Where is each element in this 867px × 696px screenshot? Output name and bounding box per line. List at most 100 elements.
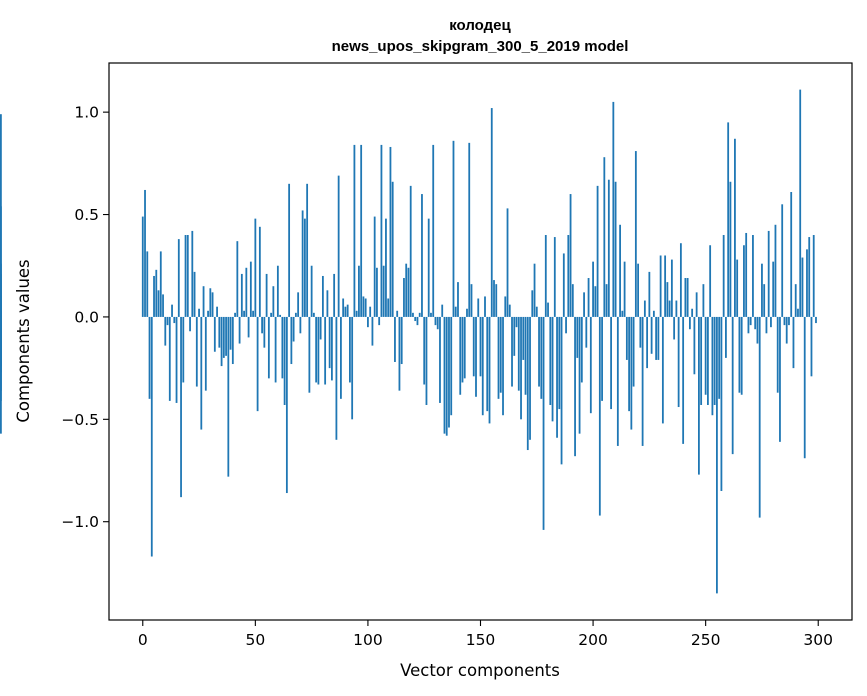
bar — [168, 316, 171, 401]
bar — [754, 316, 757, 330]
chart-title: колодец — [449, 17, 511, 34]
bar — [743, 245, 745, 317]
bar — [319, 316, 322, 340]
bar — [416, 316, 419, 326]
bar — [166, 316, 169, 326]
bar — [504, 296, 507, 317]
bar — [511, 316, 513, 387]
bar — [265, 273, 268, 317]
bar — [806, 249, 808, 317]
bar — [558, 316, 561, 410]
bar — [349, 316, 351, 383]
bar — [722, 235, 725, 317]
bar — [763, 284, 766, 317]
bar — [659, 255, 662, 317]
bar — [569, 194, 572, 317]
bar — [513, 316, 516, 356]
bar — [711, 316, 714, 416]
bar — [283, 316, 286, 405]
bar — [243, 310, 245, 317]
bar — [772, 261, 775, 317]
y-tick-label: 0.0 — [74, 308, 99, 326]
bar — [376, 267, 378, 317]
bar — [389, 146, 392, 317]
bar — [373, 216, 376, 317]
bar — [589, 316, 592, 414]
bar — [520, 316, 522, 420]
bar — [652, 310, 655, 317]
bar — [207, 310, 209, 317]
bar — [0, 296, 2, 317]
bar — [231, 316, 234, 365]
bar — [657, 316, 660, 360]
bar — [254, 218, 257, 317]
bar — [200, 316, 203, 430]
bar — [639, 316, 642, 348]
bar — [382, 265, 385, 317]
bar — [175, 316, 178, 403]
bar — [279, 314, 282, 317]
bar — [556, 316, 558, 438]
bar — [312, 312, 315, 317]
bar — [684, 278, 687, 317]
bar — [430, 312, 432, 317]
bar — [580, 316, 583, 383]
bar — [765, 316, 768, 334]
bar — [648, 271, 651, 317]
bar — [596, 185, 599, 317]
bar — [204, 316, 207, 391]
bar — [240, 273, 243, 317]
bar — [308, 316, 311, 393]
bar — [815, 316, 817, 324]
bar — [144, 189, 146, 317]
bar — [0, 114, 2, 317]
bar — [141, 216, 144, 317]
bar — [803, 316, 806, 459]
bar — [445, 316, 448, 436]
bar — [191, 230, 194, 317]
bar — [184, 235, 187, 317]
x-axis-ticks: 0 50 100 150 200 250 300 — [138, 620, 833, 649]
bar — [756, 316, 759, 344]
bar — [331, 316, 333, 381]
bar — [409, 185, 412, 317]
bar — [463, 316, 466, 379]
bar — [738, 316, 741, 393]
bar — [270, 312, 273, 317]
bar — [758, 316, 761, 518]
bar — [173, 316, 176, 324]
bar — [245, 267, 248, 317]
bar — [686, 278, 689, 317]
bar — [688, 316, 691, 330]
bar — [321, 275, 324, 317]
bar — [734, 138, 736, 317]
bar — [493, 280, 495, 317]
bar — [324, 316, 327, 385]
bar — [614, 181, 617, 317]
bar — [560, 316, 563, 465]
bar — [736, 259, 739, 317]
bar — [222, 316, 225, 358]
bar — [668, 300, 671, 317]
bar — [486, 316, 489, 412]
bar — [587, 278, 590, 317]
bar — [538, 316, 540, 387]
bar — [414, 316, 417, 322]
bar — [770, 316, 772, 328]
bar — [407, 267, 410, 317]
bar — [340, 316, 342, 399]
bar — [412, 312, 414, 317]
bar — [544, 235, 547, 317]
bar — [774, 224, 777, 317]
bar — [677, 316, 680, 408]
bar — [673, 316, 676, 340]
bar — [776, 316, 779, 393]
bar — [542, 316, 545, 530]
bar — [263, 316, 266, 348]
bar — [171, 304, 173, 317]
bar — [310, 265, 313, 317]
bar — [621, 310, 624, 317]
bar — [423, 316, 426, 385]
bar — [380, 144, 383, 317]
